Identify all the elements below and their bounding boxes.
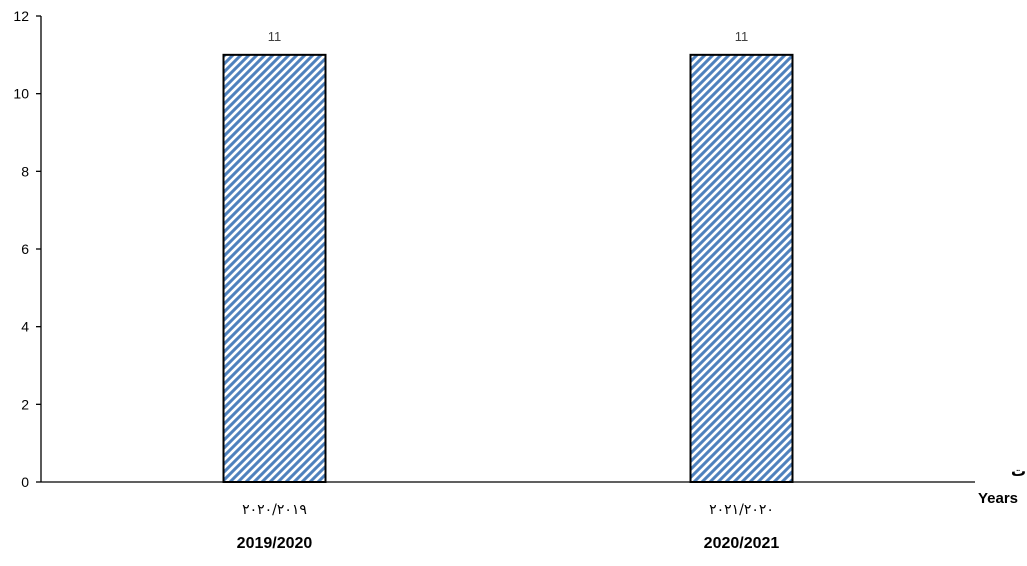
y-tick-label: 8 xyxy=(21,163,29,179)
y-tick-label: 0 xyxy=(21,474,29,490)
bar-1 xyxy=(222,53,327,483)
bar-data-label: 11 xyxy=(735,29,749,44)
x-axis-title-english: Years xyxy=(978,490,1018,507)
y-tick-label: 12 xyxy=(13,8,29,24)
y-tick-label: 10 xyxy=(13,86,29,102)
y-tick-label: 6 xyxy=(21,241,29,257)
y-tick-label: 4 xyxy=(21,319,29,335)
bar-2 xyxy=(689,53,794,483)
bars xyxy=(222,53,794,483)
x-tick-label: 2020/2021 xyxy=(704,535,780,552)
x-tick-label-arabic: ٢٠٢١/٢٠٢٠ xyxy=(709,502,774,518)
x-tick-label: 2019/2020 xyxy=(237,535,313,552)
bar-data-label: 11 xyxy=(268,29,282,44)
x-tick-label-arabic: ٢٠٢٠/٢٠١٩ xyxy=(242,502,307,518)
axes: 0 2 4 6 8 10 12 xyxy=(13,8,975,490)
x-axis-title: السنوات Years xyxy=(978,463,1027,507)
x-axis-title-arabic: السنوات xyxy=(1011,463,1027,480)
labels: 11 ٢٠٢٠/٢٠١٩ 2019/2020 11 ٢٠٢١/٢٠٢٠ 2020/2021 xyxy=(237,29,780,552)
y-tick-label: 2 xyxy=(21,396,29,412)
